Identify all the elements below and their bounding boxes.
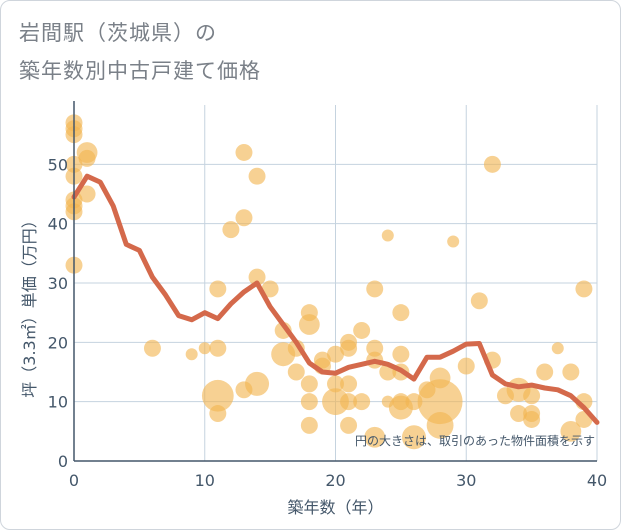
data-bubble — [209, 339, 227, 357]
data-bubble — [261, 280, 279, 298]
data-bubble — [340, 375, 358, 393]
data-bubble — [340, 416, 358, 434]
x-axis-label: 築年数（年） — [287, 498, 383, 517]
data-bubble — [551, 342, 564, 355]
data-bubble — [298, 314, 320, 335]
data-bubble — [327, 375, 344, 393]
data-bubble — [245, 371, 270, 396]
data-bubble — [523, 387, 541, 405]
data-bubble — [562, 363, 580, 381]
data-bubble — [235, 209, 253, 227]
data-bubble — [426, 411, 454, 439]
x-tick-label: 20 — [325, 471, 345, 490]
data-bubble — [560, 420, 582, 442]
axes — [73, 101, 597, 462]
data-bubble — [470, 292, 488, 310]
data-bubble — [248, 268, 266, 286]
data-bubble — [364, 426, 386, 448]
y-tick-label: 40 — [48, 215, 68, 234]
average-line — [71, 173, 600, 425]
data-bubble — [575, 280, 593, 298]
chart-title-line-1: 岩間駅（茨城県）の — [19, 21, 217, 45]
bubble-size-note: 円の大きさは、取引のあった物件面積を示す — [355, 433, 595, 448]
data-bubble — [353, 321, 371, 339]
x-tick-label: 30 — [456, 471, 476, 490]
y-axis-label: 坪（3.3㎡）単価（万円） — [20, 212, 39, 397]
data-bubble — [447, 235, 460, 248]
data-bubble — [536, 363, 554, 381]
transaction-bubbles — [65, 114, 593, 450]
data-bubble — [209, 405, 227, 423]
x-tick-label: 40 — [587, 471, 607, 490]
data-bubble — [198, 342, 211, 355]
data-bubble — [392, 304, 410, 322]
data-bubble — [78, 149, 96, 167]
data-bubble — [143, 339, 161, 357]
x-tick-label: 0 — [69, 471, 79, 490]
y-tick-label: 20 — [48, 333, 68, 352]
y-tick-label: 0 — [58, 452, 68, 471]
data-bubble — [201, 379, 234, 412]
data-bubble — [222, 221, 240, 239]
data-bubble — [287, 363, 305, 381]
data-bubble — [235, 143, 253, 161]
data-bubble — [353, 393, 371, 411]
data-bubble — [401, 425, 426, 450]
tick-labels: 0 10 20 30 40 0 10 20 30 40 50 — [48, 155, 608, 490]
data-bubble — [483, 155, 501, 173]
data-bubble — [417, 379, 463, 425]
grid-lines — [74, 105, 598, 461]
data-bubble — [300, 416, 318, 434]
data-bubble — [78, 185, 96, 203]
data-bubble — [340, 339, 358, 357]
data-bubble — [300, 393, 318, 411]
data-bubble — [457, 357, 475, 375]
y-tick-label: 10 — [48, 393, 68, 412]
data-bubble — [366, 339, 384, 357]
data-bubble — [185, 348, 198, 361]
data-bubble — [510, 405, 528, 423]
data-bubble — [366, 280, 384, 298]
data-bubble — [300, 375, 318, 393]
data-bubble — [523, 410, 541, 428]
x-tick-label: 10 — [195, 471, 215, 490]
y-tick-label: 50 — [48, 155, 68, 174]
data-bubble — [392, 345, 410, 363]
data-bubble — [340, 393, 358, 411]
data-bubble — [381, 229, 394, 242]
data-bubble — [327, 345, 344, 363]
chart-title-line-2: 築年数別中古戸建て価格 — [19, 59, 261, 83]
average-price-line — [71, 173, 600, 425]
data-bubble — [209, 280, 227, 298]
data-bubble — [322, 388, 349, 416]
y-tick-label: 30 — [48, 274, 68, 293]
data-bubble — [248, 167, 266, 185]
